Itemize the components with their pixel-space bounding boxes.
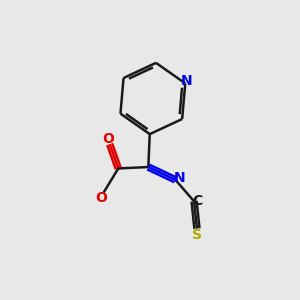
Text: C: C xyxy=(192,194,203,208)
Text: N: N xyxy=(181,74,193,88)
Text: S: S xyxy=(192,228,202,242)
Text: N: N xyxy=(174,172,186,185)
Text: O: O xyxy=(96,191,108,205)
Text: O: O xyxy=(102,132,114,146)
